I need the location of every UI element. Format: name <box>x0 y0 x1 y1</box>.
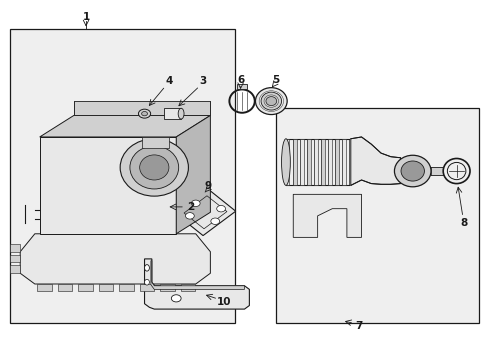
Polygon shape <box>292 139 296 185</box>
Ellipse shape <box>144 279 149 285</box>
Polygon shape <box>40 116 210 137</box>
Bar <box>276 108 478 323</box>
Polygon shape <box>119 284 134 291</box>
Circle shape <box>185 213 194 219</box>
Polygon shape <box>99 284 113 291</box>
Text: 9: 9 <box>204 181 211 192</box>
Polygon shape <box>58 284 72 291</box>
Polygon shape <box>20 234 210 284</box>
Ellipse shape <box>394 155 430 187</box>
Ellipse shape <box>255 87 286 114</box>
Circle shape <box>171 295 181 302</box>
Polygon shape <box>10 244 20 252</box>
Ellipse shape <box>265 96 276 105</box>
Polygon shape <box>142 137 168 148</box>
Ellipse shape <box>120 139 188 196</box>
Polygon shape <box>321 139 324 185</box>
Polygon shape <box>176 116 210 234</box>
Text: 10: 10 <box>216 297 231 307</box>
Ellipse shape <box>138 109 150 118</box>
Circle shape <box>191 200 200 207</box>
Bar <box>10 30 234 323</box>
Polygon shape <box>306 139 310 185</box>
Polygon shape <box>180 284 195 291</box>
Ellipse shape <box>400 161 424 181</box>
Ellipse shape <box>261 92 281 110</box>
Polygon shape <box>285 139 289 185</box>
Ellipse shape <box>281 139 290 185</box>
Polygon shape <box>144 259 249 309</box>
Polygon shape <box>300 139 303 185</box>
Polygon shape <box>430 167 442 175</box>
Polygon shape <box>342 139 345 185</box>
Text: 3: 3 <box>199 76 206 86</box>
Ellipse shape <box>140 155 168 180</box>
Polygon shape <box>163 108 181 119</box>
Text: 7: 7 <box>355 321 362 331</box>
Polygon shape <box>37 284 52 291</box>
Polygon shape <box>10 265 20 273</box>
Polygon shape <box>160 284 174 291</box>
Polygon shape <box>237 84 246 89</box>
Polygon shape <box>293 194 361 237</box>
Text: 2: 2 <box>187 202 194 212</box>
Ellipse shape <box>142 112 147 116</box>
Polygon shape <box>313 139 317 185</box>
Circle shape <box>210 218 219 225</box>
Polygon shape <box>40 137 176 234</box>
Polygon shape <box>10 255 20 262</box>
Polygon shape <box>74 101 210 116</box>
Text: 8: 8 <box>459 218 467 228</box>
Polygon shape <box>78 284 93 291</box>
Polygon shape <box>151 261 244 289</box>
Circle shape <box>216 206 225 212</box>
Ellipse shape <box>178 108 183 119</box>
Ellipse shape <box>130 146 178 189</box>
Polygon shape <box>327 139 331 185</box>
Polygon shape <box>335 139 338 185</box>
Polygon shape <box>140 284 154 291</box>
Polygon shape <box>350 137 400 185</box>
Text: 5: 5 <box>271 75 279 85</box>
Text: 4: 4 <box>165 76 172 86</box>
Text: 1: 1 <box>82 12 89 22</box>
Ellipse shape <box>144 265 149 271</box>
Polygon shape <box>175 189 235 235</box>
Text: 6: 6 <box>237 75 244 85</box>
